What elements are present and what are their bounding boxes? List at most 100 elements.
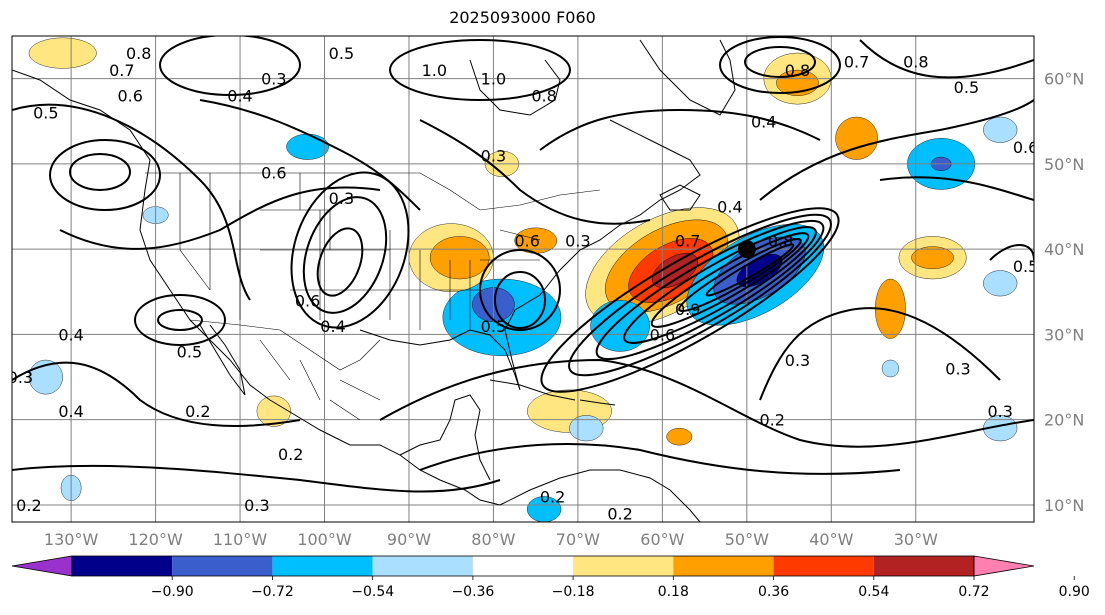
contour-label: 0.8 bbox=[531, 87, 556, 106]
contour-label: 0.3 bbox=[565, 232, 590, 251]
contour-line bbox=[419, 443, 901, 475]
coastline-greenland bbox=[639, 39, 736, 116]
contour-ring bbox=[69, 153, 131, 191]
lat-tick-label: 10°N bbox=[1044, 496, 1084, 515]
shaded-region bbox=[911, 246, 954, 270]
shaded-region bbox=[429, 236, 490, 280]
contour-label: 0.6 bbox=[261, 163, 286, 182]
colorbar-segment bbox=[472, 556, 574, 576]
contour-line bbox=[759, 307, 1001, 401]
contour-ring bbox=[157, 309, 203, 331]
contour-label: 0.6 bbox=[650, 325, 675, 344]
lat-tick-label: 20°N bbox=[1044, 411, 1084, 430]
coastline-central-america bbox=[399, 394, 491, 481]
contour-ring bbox=[290, 171, 410, 329]
contour-label: 0.4 bbox=[227, 87, 252, 106]
shaded-region bbox=[666, 428, 693, 446]
lon-tick-label: 90°W bbox=[387, 530, 431, 549]
map-background bbox=[12, 36, 1034, 522]
contour-label: 0.7 bbox=[675, 232, 700, 251]
contour-label: 0.5 bbox=[33, 104, 58, 123]
contour-ring bbox=[159, 36, 301, 96]
contour-label: 0.4 bbox=[717, 198, 742, 217]
colorbar-extend-low bbox=[11, 555, 73, 577]
map-frame bbox=[11, 35, 1035, 523]
contour-ring bbox=[389, 39, 571, 101]
colorbar-tick-label: 0.18 bbox=[658, 584, 689, 600]
contour-label: 0.4 bbox=[58, 325, 83, 344]
shaded-region bbox=[881, 359, 899, 378]
contour-line bbox=[879, 176, 1034, 201]
contour-label: 0.8 bbox=[785, 61, 810, 80]
contour-ring bbox=[744, 46, 816, 78]
contour-label: 0.8 bbox=[903, 53, 928, 72]
contour-label: 0.2 bbox=[759, 411, 784, 430]
shaded-region bbox=[983, 116, 1018, 143]
contour-label: 0.8 bbox=[768, 232, 793, 251]
contour-line bbox=[859, 39, 1034, 79]
colorbar-tick-label: 0.90 bbox=[1059, 584, 1090, 600]
colorbar-segment bbox=[172, 556, 273, 576]
contour-line bbox=[759, 99, 1034, 201]
map-area: 0.80.7 0.30.40.50.60.60.30.51.0 1.00.80.30… bbox=[11, 35, 1038, 523]
lon-tick-label: 50°W bbox=[725, 530, 769, 549]
colorbar-tick-label: 0.36 bbox=[758, 584, 789, 600]
marker-layer bbox=[737, 240, 756, 259]
colorbar-tick-label: 0.54 bbox=[858, 584, 889, 600]
contour-line bbox=[12, 103, 251, 301]
contour-line bbox=[12, 464, 501, 493]
contour-label: 0.2 bbox=[540, 487, 565, 506]
colorbar-segment bbox=[372, 556, 473, 576]
colorbar-tick-label: 0.72 bbox=[958, 584, 989, 600]
latitude-labels: 60°N 50°N 40°N 30°N 20°N 10°N bbox=[1044, 70, 1084, 515]
coastline-south-america bbox=[499, 469, 701, 522]
contour-label: 0.2 bbox=[185, 402, 210, 421]
contour-line bbox=[199, 99, 421, 211]
contour-label: 0.4 bbox=[320, 317, 345, 336]
contour-label: 0.7 bbox=[109, 61, 134, 80]
contour-line bbox=[989, 244, 1034, 261]
coastline-hispaniola bbox=[579, 399, 616, 406]
contour-ring bbox=[650, 232, 810, 328]
colorbar-tick-label: −0.72 bbox=[251, 584, 294, 600]
gridlines bbox=[12, 36, 1034, 522]
contour-ring bbox=[568, 213, 832, 377]
shaded-region bbox=[835, 116, 878, 160]
contour-ring bbox=[705, 243, 795, 297]
contour-label: 0.3 bbox=[987, 402, 1012, 421]
contour-line bbox=[539, 108, 821, 151]
contour-label: 0.5 bbox=[329, 44, 354, 63]
colorbar-segment bbox=[573, 556, 674, 576]
contour-ring bbox=[719, 36, 841, 94]
colorbar-extend-high bbox=[973, 555, 1035, 577]
lon-tick-label: 80°W bbox=[471, 530, 515, 549]
contour-label: 0.5 bbox=[481, 317, 506, 336]
us-canada-border bbox=[145, 172, 601, 211]
lon-tick-label: 40°W bbox=[809, 530, 853, 549]
contour-label: 0.5 bbox=[954, 78, 979, 97]
lon-tick-label: 70°W bbox=[556, 530, 600, 549]
shaded-region bbox=[983, 270, 1018, 297]
contour-label: 0.2 bbox=[278, 445, 303, 464]
mexico-states bbox=[259, 339, 381, 421]
colorbar-tick-label: −0.90 bbox=[151, 584, 194, 600]
colorbar: −0.90 −0.72 −0.54 −0.36 −0.18 0.18 0.36 0.54 0.7… bbox=[11, 555, 1090, 600]
colorbar-tick-label: −0.36 bbox=[451, 584, 494, 600]
coastline-newfoundland bbox=[659, 184, 701, 211]
lon-tick-label: 110°W bbox=[213, 530, 268, 549]
contour-label: 0.6 bbox=[1013, 138, 1038, 157]
shaded-region bbox=[527, 496, 562, 522]
contour-line bbox=[419, 119, 651, 225]
contour-ring bbox=[540, 207, 840, 393]
contour-label: 0.9 bbox=[675, 300, 700, 319]
colorbar-frame bbox=[71, 555, 975, 577]
contour-line bbox=[379, 358, 1034, 448]
colorbar-segment bbox=[773, 556, 874, 576]
contour-label: 0.6 bbox=[117, 87, 142, 106]
coastline-gulf-and-east bbox=[359, 119, 701, 391]
contour-labels: 0.80.7 0.30.40.50.60.60.30.51.0 1.00.80.30… bbox=[12, 44, 1038, 522]
colorbar-segment bbox=[673, 556, 774, 576]
contour-ring bbox=[678, 237, 802, 313]
contour-label: 0.7 bbox=[844, 53, 869, 72]
contour-label: 1.0 bbox=[481, 70, 506, 89]
